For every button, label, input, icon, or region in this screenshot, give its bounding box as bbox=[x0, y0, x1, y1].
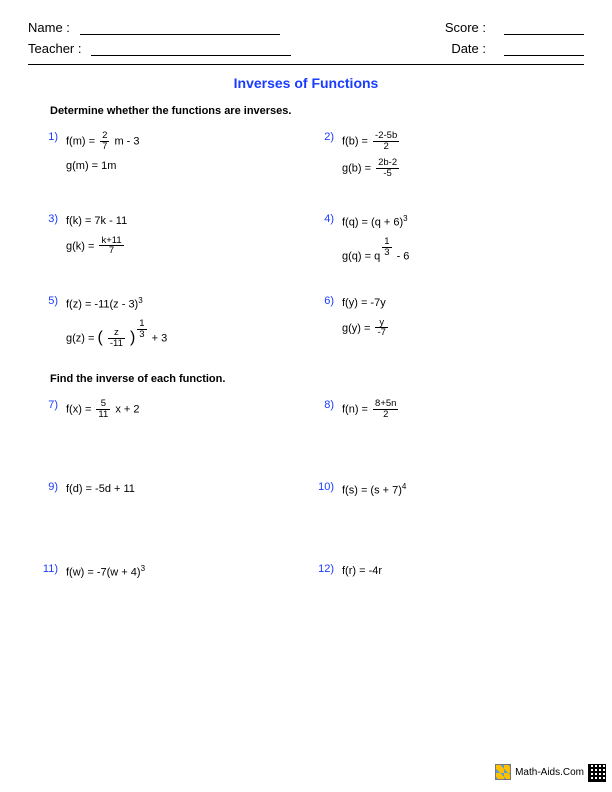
problem: 5) f(z) = -11(z - 3)3g(z) = ( z-11 )13 + … bbox=[32, 295, 308, 373]
problem-number: 12) bbox=[308, 563, 334, 575]
problem: 11) f(w) = -7(w + 4)3 bbox=[32, 563, 308, 603]
problem-number: 3) bbox=[32, 213, 58, 225]
problems-section-1: 1) f(m) = 27 m - 3g(m) = 1m2) f(b) = -2-5b… bbox=[32, 131, 584, 373]
score-field: Score : bbox=[445, 20, 584, 35]
score-line[interactable] bbox=[504, 21, 584, 35]
date-field: Date : bbox=[451, 41, 584, 56]
name-field: Name : bbox=[28, 20, 280, 35]
problem: 10) f(s) = (s + 7)4 bbox=[308, 481, 584, 563]
problem-body: f(q) = (q + 6)3g(q) = q13 - 6 bbox=[342, 213, 584, 271]
problem-number: 6) bbox=[308, 295, 334, 307]
header-row-1: Name : Score : bbox=[28, 20, 584, 35]
problem-number: 5) bbox=[32, 295, 58, 307]
qr-code-icon bbox=[588, 764, 606, 782]
problem: 3) f(k) = 7k - 11g(k) = k+117 bbox=[32, 213, 308, 295]
problem-body: f(x) = 511 x + 2 bbox=[66, 399, 308, 426]
problem: 7) f(x) = 511 x + 2 bbox=[32, 399, 308, 481]
problem-body: f(z) = -11(z - 3)3g(z) = ( z-11 )13 + 3 bbox=[66, 295, 308, 357]
problem-number: 9) bbox=[32, 481, 58, 493]
worksheet-page: Name : Score : Teacher : Date : Inverses… bbox=[0, 0, 612, 792]
problem-number: 11) bbox=[32, 563, 58, 575]
problem-body: f(y) = -7yg(y) = y-7 bbox=[342, 295, 584, 344]
problem: 2) f(b) = -2-5b2g(b) = 2b-2-5 bbox=[308, 131, 584, 213]
score-label: Score : bbox=[445, 20, 486, 35]
problem-body: f(r) = -4r bbox=[342, 563, 584, 586]
problem-number: 8) bbox=[308, 399, 334, 411]
name-line[interactable] bbox=[80, 21, 280, 35]
problem: 12) f(r) = -4r bbox=[308, 563, 584, 603]
instruction-1: Determine whether the functions are inve… bbox=[50, 105, 584, 117]
problems-section-2: 7) f(x) = 511 x + 28) f(n) = 8+5n2 9) f(d) =… bbox=[32, 399, 584, 603]
problem-body: f(w) = -7(w + 4)3 bbox=[66, 563, 308, 587]
problem: 6) f(y) = -7yg(y) = y-7 bbox=[308, 295, 584, 373]
problem: 8) f(n) = 8+5n2 bbox=[308, 399, 584, 481]
problem: 4) f(q) = (q + 6)3g(q) = q13 - 6 bbox=[308, 213, 584, 295]
worksheet-title: Inverses of Functions bbox=[28, 75, 584, 91]
name-label: Name : bbox=[28, 20, 70, 35]
problem-body: f(m) = 27 m - 3g(m) = 1m bbox=[66, 131, 308, 180]
problem-body: f(d) = -5d + 11 bbox=[66, 481, 308, 504]
problem-number: 1) bbox=[32, 131, 58, 143]
problem-body: f(k) = 7k - 11g(k) = k+117 bbox=[66, 213, 308, 262]
problem-number: 4) bbox=[308, 213, 334, 225]
teacher-line[interactable] bbox=[91, 42, 291, 56]
problem-number: 7) bbox=[32, 399, 58, 411]
problem: 9) f(d) = -5d + 11 bbox=[32, 481, 308, 563]
teacher-field: Teacher : bbox=[28, 41, 291, 56]
instruction-2: Find the inverse of each function. bbox=[50, 373, 584, 385]
problem-body: f(s) = (s + 7)4 bbox=[342, 481, 584, 505]
problem-body: f(n) = 8+5n2 bbox=[342, 399, 584, 426]
problem-number: 10) bbox=[308, 481, 334, 493]
footer: Math-Aids.Com bbox=[495, 764, 584, 780]
problem-number: 2) bbox=[308, 131, 334, 143]
footer-logo-icon bbox=[495, 764, 511, 780]
problem: 1) f(m) = 27 m - 3g(m) = 1m bbox=[32, 131, 308, 213]
header-divider bbox=[28, 64, 584, 65]
teacher-label: Teacher : bbox=[28, 41, 81, 56]
problem-body: f(b) = -2-5b2g(b) = 2b-2-5 bbox=[342, 131, 584, 185]
header-row-2: Teacher : Date : bbox=[28, 41, 584, 56]
date-line[interactable] bbox=[504, 42, 584, 56]
date-label: Date : bbox=[451, 41, 486, 56]
footer-site: Math-Aids.Com bbox=[515, 767, 584, 778]
